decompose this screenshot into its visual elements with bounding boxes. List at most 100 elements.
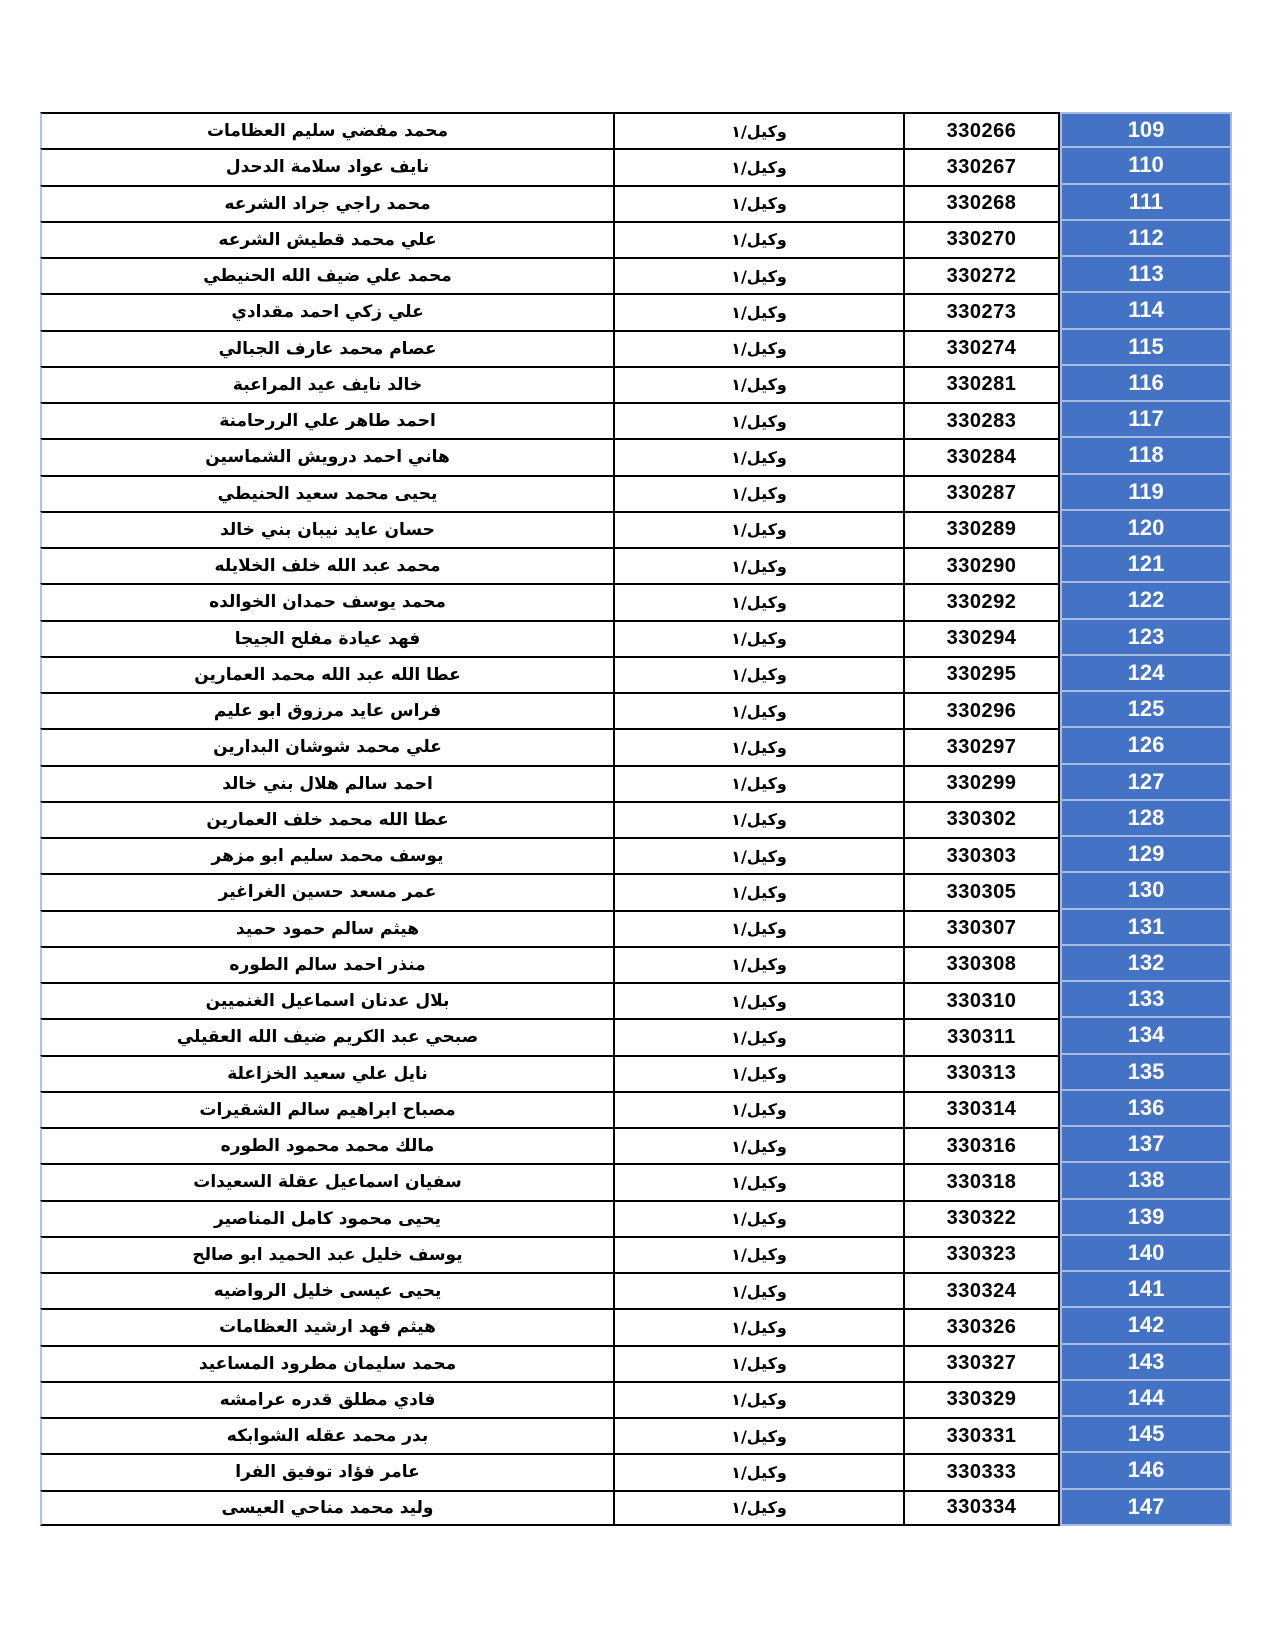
officer-rank: وكيل/١ bbox=[613, 1272, 903, 1309]
row-index-badge: 134 bbox=[1060, 1018, 1232, 1055]
row-index-badge: 127 bbox=[1060, 764, 1232, 801]
officer-number: 330296 bbox=[903, 692, 1060, 729]
officer-number: 330333 bbox=[903, 1453, 1060, 1490]
table-row: فهد عيادة مفلح الجيجا وكيل/١ 330294 123 bbox=[40, 619, 1232, 656]
table-row: يحيى محمد سعيد الحنيطي وكيل/١ 330287 119 bbox=[40, 474, 1232, 511]
officer-rank: وكيل/١ bbox=[613, 909, 903, 946]
row-index-badge: 141 bbox=[1060, 1272, 1232, 1309]
officer-rank: وكيل/١ bbox=[613, 1417, 903, 1454]
officer-name: مصباح ابراهيم سالم الشقيرات bbox=[40, 1090, 613, 1127]
officer-name: علي زكي احمد مقدادي bbox=[40, 293, 613, 330]
officer-number: 330302 bbox=[903, 800, 1060, 837]
personnel-table: محمد مفضي سليم العظامات وكيل/١ 330266 10… bbox=[40, 112, 1232, 1526]
officer-name: وليد محمد مناحي العيسى bbox=[40, 1489, 613, 1526]
officer-rank: وكيل/١ bbox=[613, 873, 903, 910]
officer-rank: وكيل/١ bbox=[613, 728, 903, 765]
table-row: نايف عواد سلامة الدحدل وكيل/١ 330267 110 bbox=[40, 148, 1232, 185]
row-index-badge: 116 bbox=[1060, 365, 1232, 402]
officer-rank: وكيل/١ bbox=[613, 438, 903, 475]
officer-name: سفيان اسماعيل عقلة السعيدات bbox=[40, 1163, 613, 1200]
table-row: محمد علي ضيف الله الحنيطي وكيل/١ 330272 … bbox=[40, 257, 1232, 294]
table-row: محمد يوسف حمدان الخوالده وكيل/١ 330292 1… bbox=[40, 583, 1232, 620]
officer-name: هيثم فهد ارشيد العظامات bbox=[40, 1308, 613, 1345]
officer-number: 330295 bbox=[903, 655, 1060, 692]
officer-name: محمد راجي جراد الشرعه bbox=[40, 184, 613, 221]
officer-rank: وكيل/١ bbox=[613, 1380, 903, 1417]
officer-number: 330281 bbox=[903, 365, 1060, 402]
officer-number: 330272 bbox=[903, 257, 1060, 294]
officer-rank: وكيل/١ bbox=[613, 583, 903, 620]
officer-name: علي محمد قطيش الشرعه bbox=[40, 220, 613, 257]
row-index-badge: 137 bbox=[1060, 1127, 1232, 1164]
row-index-badge: 111 bbox=[1060, 184, 1232, 221]
row-index-badge: 146 bbox=[1060, 1453, 1232, 1490]
officer-rank: وكيل/١ bbox=[613, 510, 903, 547]
table-row: خالد نايف عيد المراعبة وكيل/١ 330281 116 bbox=[40, 365, 1232, 402]
table-row: فراس عايد مرزوق ابو عليم وكيل/١ 330296 1… bbox=[40, 692, 1232, 729]
table-row: احمد سالم هلال بني خالد وكيل/١ 330299 12… bbox=[40, 764, 1232, 801]
officer-name: هاني احمد درويش الشماسين bbox=[40, 438, 613, 475]
table-row: فادي مطلق قدره عرامشه وكيل/١ 330329 144 bbox=[40, 1380, 1232, 1417]
officer-name: عامر فؤاد توفيق الفرا bbox=[40, 1453, 613, 1490]
table-row: منذر احمد سالم الطوره وكيل/١ 330308 132 bbox=[40, 945, 1232, 982]
table-row: محمد عبد الله خلف الخلايله وكيل/١ 330290… bbox=[40, 547, 1232, 584]
table-row: عمر مسعد حسين الغراغير وكيل/١ 330305 130 bbox=[40, 873, 1232, 910]
officer-number: 330310 bbox=[903, 982, 1060, 1019]
row-index-badge: 124 bbox=[1060, 655, 1232, 692]
table-row: علي زكي احمد مقدادي وكيل/١ 330273 114 bbox=[40, 293, 1232, 330]
row-index-badge: 118 bbox=[1060, 438, 1232, 475]
officer-rank: وكيل/١ bbox=[613, 1308, 903, 1345]
table-row: محمد سليمان مطرود المساعيد وكيل/١ 330327… bbox=[40, 1344, 1232, 1381]
table-row: يوسف خليل عبد الحميد ابو صالح وكيل/١ 330… bbox=[40, 1235, 1232, 1272]
officer-name: يوسف خليل عبد الحميد ابو صالح bbox=[40, 1235, 613, 1272]
row-index-badge: 139 bbox=[1060, 1199, 1232, 1236]
table-row: علي محمد شوشان البدارين وكيل/١ 330297 12… bbox=[40, 728, 1232, 765]
officer-rank: وكيل/١ bbox=[613, 257, 903, 294]
table-row: مالك محمد محمود الطوره وكيل/١ 330316 137 bbox=[40, 1127, 1232, 1164]
table-row: نايل علي سعيد الخزاعلة وكيل/١ 330313 135 bbox=[40, 1054, 1232, 1091]
row-index-badge: 109 bbox=[1060, 112, 1232, 149]
row-index-badge: 126 bbox=[1060, 728, 1232, 765]
officer-rank: وكيل/١ bbox=[613, 655, 903, 692]
officer-name: محمد عبد الله خلف الخلايله bbox=[40, 547, 613, 584]
officer-number: 330318 bbox=[903, 1163, 1060, 1200]
officer-rank: وكيل/١ bbox=[613, 1235, 903, 1272]
officer-rank: وكيل/١ bbox=[613, 1054, 903, 1091]
row-index-badge: 115 bbox=[1060, 329, 1232, 366]
table-row: عصام محمد عارف الجبالي وكيل/١ 330274 115 bbox=[40, 329, 1232, 366]
officer-name: خالد نايف عيد المراعبة bbox=[40, 365, 613, 402]
officer-number: 330324 bbox=[903, 1272, 1060, 1309]
officer-number: 330329 bbox=[903, 1380, 1060, 1417]
table-row: مصباح ابراهيم سالم الشقيرات وكيل/١ 33031… bbox=[40, 1090, 1232, 1127]
row-index-badge: 123 bbox=[1060, 619, 1232, 656]
officer-number: 330274 bbox=[903, 329, 1060, 366]
table-row: هاني احمد درويش الشماسين وكيل/١ 330284 1… bbox=[40, 438, 1232, 475]
officer-rank: وكيل/١ bbox=[613, 148, 903, 185]
table-row: يوسف محمد سليم ابو مزهر وكيل/١ 330303 12… bbox=[40, 837, 1232, 874]
officer-rank: وكيل/١ bbox=[613, 547, 903, 584]
row-index-badge: 129 bbox=[1060, 837, 1232, 874]
officer-name: محمد يوسف حمدان الخوالده bbox=[40, 583, 613, 620]
officer-rank: وكيل/١ bbox=[613, 982, 903, 1019]
officer-rank: وكيل/١ bbox=[613, 1344, 903, 1381]
row-index-badge: 147 bbox=[1060, 1489, 1232, 1526]
officer-name: محمد علي ضيف الله الحنيطي bbox=[40, 257, 613, 294]
officer-number: 330268 bbox=[903, 184, 1060, 221]
officer-number: 330326 bbox=[903, 1308, 1060, 1345]
table-row: علي محمد قطيش الشرعه وكيل/١ 330270 112 bbox=[40, 220, 1232, 257]
officer-name: يوسف محمد سليم ابو مزهر bbox=[40, 837, 613, 874]
officer-number: 330322 bbox=[903, 1199, 1060, 1236]
officer-number: 330266 bbox=[903, 112, 1060, 149]
officer-rank: وكيل/١ bbox=[613, 112, 903, 149]
officer-name: محمد سليمان مطرود المساعيد bbox=[40, 1344, 613, 1381]
officer-rank: وكيل/١ bbox=[613, 837, 903, 874]
row-index-badge: 112 bbox=[1060, 220, 1232, 257]
officer-rank: وكيل/١ bbox=[613, 800, 903, 837]
officer-number: 330294 bbox=[903, 619, 1060, 656]
officer-name: فراس عايد مرزوق ابو عليم bbox=[40, 692, 613, 729]
row-index-badge: 138 bbox=[1060, 1163, 1232, 1200]
officer-number: 330331 bbox=[903, 1417, 1060, 1454]
officer-name: نايل علي سعيد الخزاعلة bbox=[40, 1054, 613, 1091]
officer-name: احمد سالم هلال بني خالد bbox=[40, 764, 613, 801]
